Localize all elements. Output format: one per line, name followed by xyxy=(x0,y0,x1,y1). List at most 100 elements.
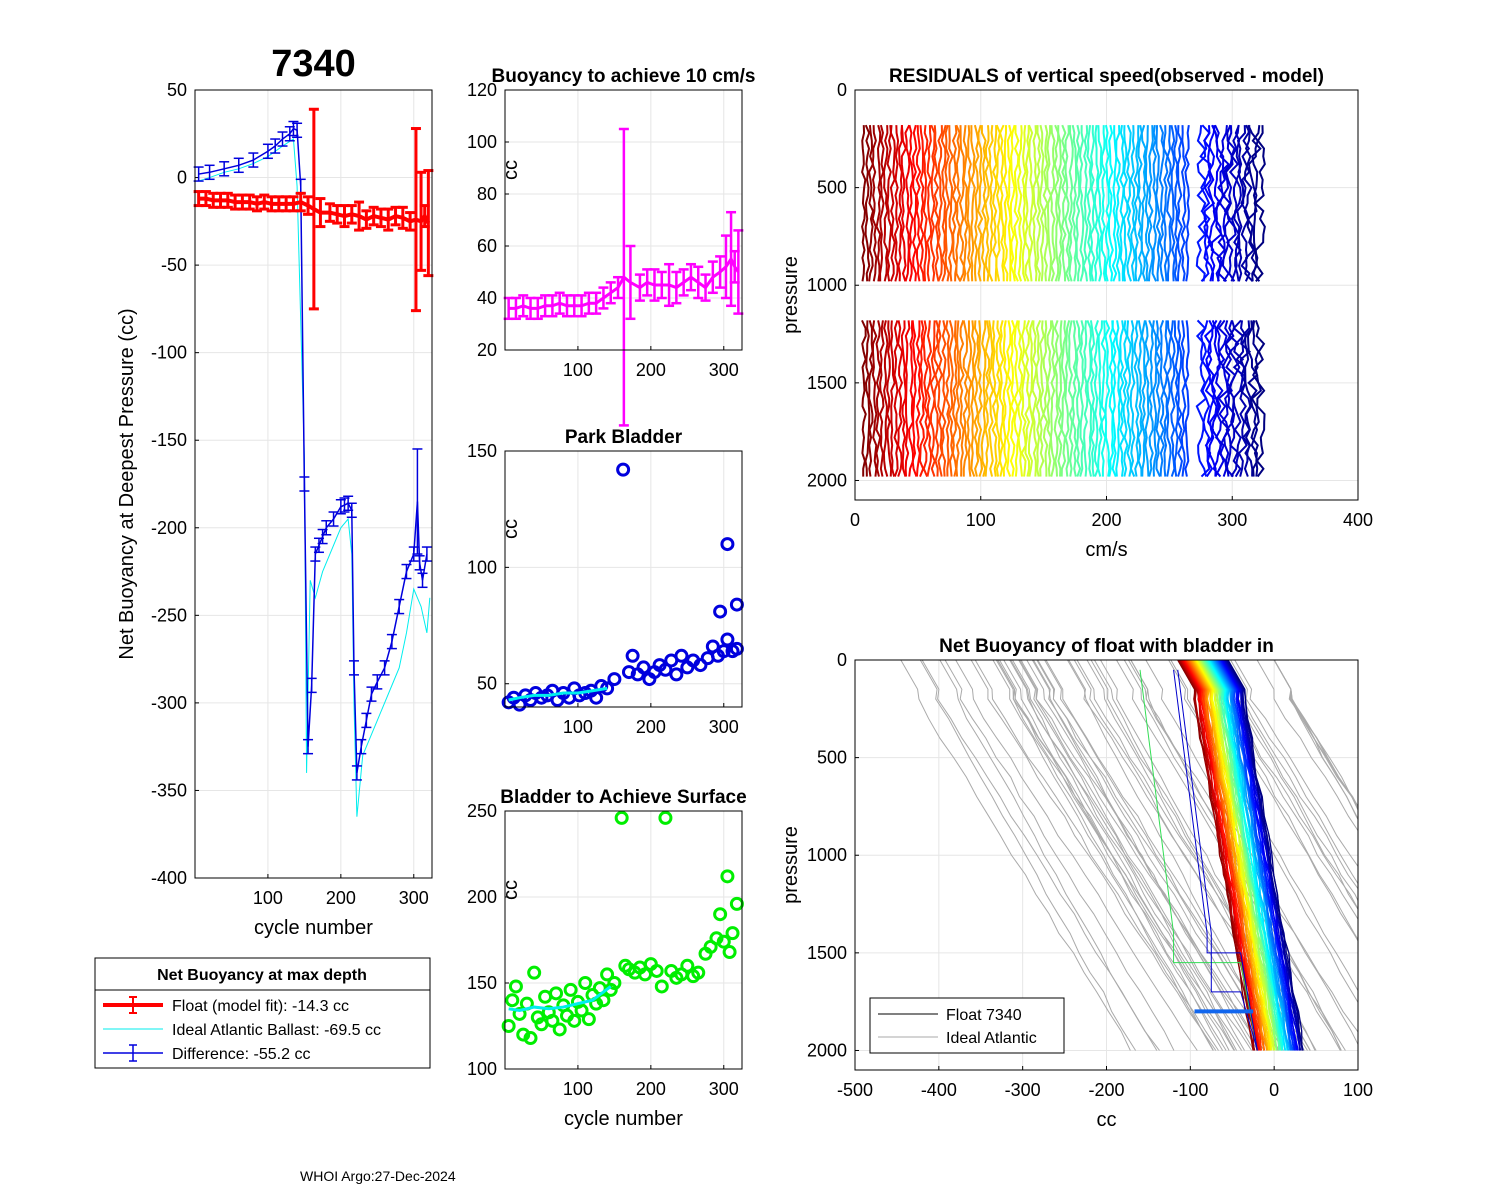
residual-profile xyxy=(945,320,951,477)
residual-profile xyxy=(1166,125,1173,282)
residual-profile xyxy=(1111,320,1118,477)
residual-profile xyxy=(966,320,973,477)
buoyancy-profile xyxy=(955,660,1198,1051)
residual-profile xyxy=(1100,125,1107,282)
surface-point xyxy=(581,1012,596,1027)
residual-profile xyxy=(911,320,918,477)
anomalous-profile xyxy=(1139,669,1258,1051)
residual-profile xyxy=(1118,320,1125,477)
residual-profile xyxy=(868,125,875,282)
y-tick-label: -250 xyxy=(151,605,187,625)
y-tick-label: 50 xyxy=(477,674,497,694)
residual-profile xyxy=(1035,125,1042,282)
residual-profile xyxy=(1233,124,1242,282)
buoyancy-profile xyxy=(1003,660,1224,1051)
park-point xyxy=(625,648,640,663)
residual-profile xyxy=(937,125,943,282)
series-float-line xyxy=(198,196,431,225)
buoyancy-profile xyxy=(997,660,1227,1051)
residual-profile xyxy=(1148,319,1154,477)
x-tick-label: 200 xyxy=(636,717,666,737)
residual-profile xyxy=(984,125,990,282)
residual-profile xyxy=(1133,320,1140,477)
surface-point xyxy=(512,1006,527,1021)
residual-profile xyxy=(1122,320,1129,477)
residual-profile xyxy=(1155,320,1162,477)
residual-profile xyxy=(1207,125,1217,282)
buoyancy-profile xyxy=(992,660,1217,1051)
x-tick-label: 200 xyxy=(636,1079,666,1099)
residual-profile xyxy=(875,320,882,477)
y-axis-label: Net Buoyancy at Deepest Pressure (cc) xyxy=(116,308,138,659)
footer-credit: WHOI Argo:27-Dec-2024 xyxy=(300,1168,456,1184)
residual-profile xyxy=(1159,320,1165,477)
legend-entry-ideal-label: Ideal Atlantic Ballast: -69.5 cc xyxy=(172,1022,381,1039)
residual-profile xyxy=(922,125,929,282)
residual-profile xyxy=(1140,124,1147,282)
surface-point xyxy=(720,869,735,884)
y-tick-label: 1500 xyxy=(807,943,847,963)
residual-profile xyxy=(1147,125,1154,282)
x-tick-label: 0 xyxy=(850,510,860,530)
residual-profile xyxy=(1224,124,1237,282)
y-tick-label: 150 xyxy=(467,441,497,461)
buoyancy-profile xyxy=(970,660,1214,1051)
residual-profile xyxy=(1078,125,1085,282)
buoyancy-profile xyxy=(1198,660,1276,1051)
residual-profile xyxy=(1039,320,1045,477)
buoyancy-profile xyxy=(1036,660,1270,1051)
residual-profile xyxy=(992,125,998,282)
axes-frame xyxy=(504,810,743,1070)
legend-title: Net Buoyancy at max depth xyxy=(157,967,367,984)
surface-point xyxy=(501,1019,516,1033)
residual-profile xyxy=(1006,320,1012,477)
residual-profile xyxy=(908,124,914,282)
x-tick-label: 400 xyxy=(1343,510,1373,530)
residual-profile xyxy=(1093,125,1100,282)
x-tick-label: 100 xyxy=(1343,1080,1373,1100)
residual-profile xyxy=(889,125,896,282)
buoyancy-profile xyxy=(1170,660,1358,992)
residual-profile xyxy=(1039,124,1045,282)
surface-point xyxy=(549,986,564,1001)
buoyancy-profile xyxy=(1020,660,1265,1051)
residual-profile xyxy=(1217,319,1230,477)
x-tick-label: 300 xyxy=(399,888,429,908)
buoyancy-profile xyxy=(1256,660,1358,832)
residual-profile xyxy=(1083,320,1089,477)
surface-point xyxy=(596,993,611,1008)
residual-profile xyxy=(900,125,907,282)
residual-profile xyxy=(980,320,987,477)
residual-profile xyxy=(1133,125,1140,282)
y-tick-label: -400 xyxy=(151,868,187,888)
x-tick-label: 200 xyxy=(1091,510,1121,530)
residual-profile xyxy=(1129,125,1136,282)
surface-point xyxy=(691,965,706,980)
buoyancy-profile xyxy=(1230,660,1358,885)
x-tick-label: 100 xyxy=(563,360,593,380)
residual-profile xyxy=(940,124,947,282)
residual-profile xyxy=(1053,320,1060,477)
residual-profile xyxy=(879,124,885,282)
residual-profile xyxy=(1017,125,1023,282)
y-axis-label: pressure xyxy=(780,826,802,904)
residual-profile xyxy=(871,320,878,477)
residual-profile xyxy=(973,320,980,477)
residual-profile xyxy=(977,124,984,282)
buoyancy-profile xyxy=(1273,660,1358,821)
surface-point xyxy=(713,907,728,922)
residual-profile xyxy=(1199,124,1212,282)
residual-profile xyxy=(1151,320,1158,477)
residual-profile xyxy=(1086,320,1093,477)
plot-area xyxy=(505,811,742,1069)
residual-profile xyxy=(1232,319,1245,478)
residual-profile xyxy=(1144,125,1150,282)
surface-point xyxy=(649,963,664,978)
legend-entry-float: Float (model fit): -14.3 cc xyxy=(103,996,349,1015)
buoyancy-profile xyxy=(921,660,1160,1051)
residual-profile xyxy=(915,320,922,477)
residual-profile xyxy=(1224,320,1237,478)
buoyancy-profile xyxy=(1219,660,1358,902)
y-tick-label: -150 xyxy=(151,430,187,450)
buoyancy-profile xyxy=(1219,660,1358,911)
